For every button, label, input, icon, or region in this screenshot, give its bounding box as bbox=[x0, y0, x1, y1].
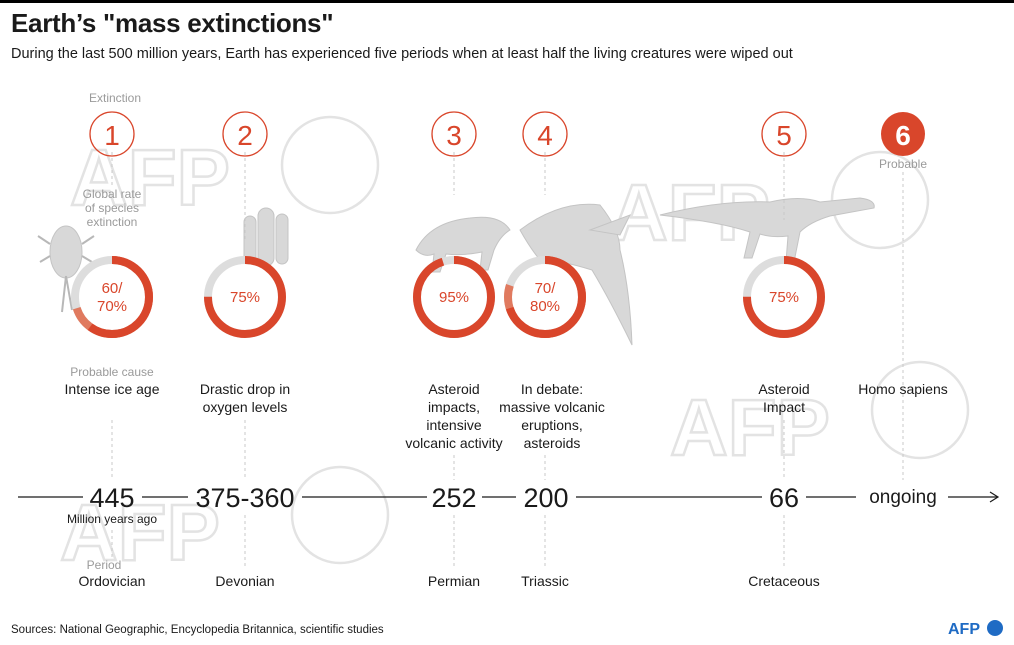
extinction-cause: Drastic drop in bbox=[200, 381, 290, 397]
extinction-cause: Intense ice age bbox=[65, 381, 160, 397]
rate-ring-arc bbox=[743, 256, 825, 338]
extinction-rate-value: 95% bbox=[439, 289, 469, 306]
extinction-events: 1 60/70% Intense ice age 445 Ordovician 2 75% D… bbox=[65, 111, 948, 589]
page-subtitle: During the last 500 million years, Earth… bbox=[11, 46, 793, 62]
extinction-number: 6 bbox=[895, 120, 911, 151]
extinction-number: 4 bbox=[537, 120, 553, 151]
rate-ring-arc bbox=[204, 256, 286, 338]
extinction-number-badge bbox=[761, 111, 807, 157]
extinction-rate-value: 70/ bbox=[535, 280, 557, 297]
page-title: Earth’s "mass extinctions" bbox=[11, 8, 334, 38]
extinction-date: 445 bbox=[89, 483, 134, 513]
extinction-event-4: 4 70/80% In debate: massive volcanic eruptio… bbox=[499, 111, 605, 589]
extinction-cause: asteroids bbox=[524, 435, 581, 451]
period-label: Period bbox=[87, 558, 122, 572]
extinction-rate-value: 75% bbox=[230, 289, 260, 306]
extinction-date: 200 bbox=[523, 483, 568, 513]
arrow-right-icon bbox=[989, 491, 1000, 503]
geologic-period: Cretaceous bbox=[748, 573, 820, 589]
extinction-cause: massive volcanic bbox=[499, 399, 605, 415]
dinosaur-icon bbox=[659, 197, 875, 263]
geologic-period: Triassic bbox=[521, 573, 569, 589]
extinction-rate-ring bbox=[504, 256, 586, 338]
watermark-text: AFP bbox=[670, 383, 830, 472]
extinction-date: 66 bbox=[769, 483, 799, 513]
extinction-rate-ring bbox=[204, 256, 286, 338]
extinction-rate-value: 75% bbox=[769, 289, 799, 306]
gorgonopsid-icon bbox=[415, 216, 511, 273]
watermark-text: AFP bbox=[60, 488, 220, 577]
afp-logo: AFP bbox=[948, 620, 1003, 638]
extinction-event-5: 5 75% Asteroid Impact 66 Cretaceous bbox=[743, 111, 825, 589]
afp-watermarks: AFP AFP AFP AFP bbox=[59, 115, 970, 578]
million-years-ago-label: Million years ago bbox=[67, 512, 157, 526]
watermark-circle bbox=[870, 360, 970, 460]
watermark-text: AFP bbox=[70, 133, 230, 222]
extinction-cause: eruptions, bbox=[521, 417, 582, 433]
extinction-cause: Asteroid bbox=[428, 381, 479, 397]
trilobite-icon bbox=[37, 225, 95, 313]
probable-cause-label: Probable cause bbox=[70, 365, 154, 379]
extinction-number: 5 bbox=[776, 120, 792, 151]
global-rate-label: of species bbox=[85, 201, 139, 215]
extinction-event-1: 1 60/70% Intense ice age 445 Ordovician bbox=[65, 111, 160, 589]
extinction-cause: oxygen levels bbox=[203, 399, 288, 415]
rate-ring-arc bbox=[413, 256, 495, 338]
extinction-number-badge bbox=[222, 111, 268, 157]
fossil-silhouettes bbox=[37, 197, 875, 346]
extinction-number: 3 bbox=[446, 120, 462, 151]
top-rule bbox=[0, 0, 1014, 3]
global-rate-label: Global rate bbox=[83, 187, 142, 201]
extinction-cause: Homo sapiens bbox=[858, 381, 948, 397]
extinction-label: Extinction bbox=[89, 91, 141, 105]
extinction-number: 2 bbox=[237, 120, 253, 151]
afp-logo-dot bbox=[987, 620, 1003, 636]
watermark-circle bbox=[290, 465, 390, 565]
extinction-rate-ring bbox=[743, 256, 825, 338]
extinction-cause: Impact bbox=[763, 399, 805, 415]
extinction-cause: Asteroid bbox=[758, 381, 809, 397]
extinction-number-badge bbox=[89, 111, 135, 157]
dashed-connectors bbox=[111, 152, 904, 568]
extinction-event-3: 3 95% Asteroid impacts, intensive volcanic ac… bbox=[405, 111, 503, 589]
extinction-date: 375-360 bbox=[195, 483, 294, 513]
extinction-cause: impacts, bbox=[428, 399, 480, 415]
extinction-event-6: 6 Homo sapiens ongoing bbox=[858, 112, 948, 508]
timeline-axis bbox=[18, 491, 1000, 503]
geologic-period: Devonian bbox=[215, 573, 274, 589]
geologic-period: Permian bbox=[428, 573, 480, 589]
extinction-number-badge bbox=[881, 112, 925, 156]
probable-label: Probable bbox=[879, 157, 927, 171]
extinction-cause: volcanic activity bbox=[405, 435, 502, 451]
extinction-event-2: 2 75% Drastic drop in oxygen levels 375-360 D… bbox=[195, 111, 295, 589]
extinction-rate-ring bbox=[71, 256, 153, 338]
crinoid-icon bbox=[243, 207, 289, 267]
afp-logo-text: AFP bbox=[948, 621, 980, 638]
extinction-cause: In debate: bbox=[521, 381, 583, 397]
global-rate-label: extinction bbox=[87, 215, 138, 229]
sources-note: Sources: National Geographic, Encycloped… bbox=[11, 624, 384, 636]
extinction-rate-value: 60/ bbox=[102, 280, 124, 297]
extinction-rate-value: 70% bbox=[97, 298, 127, 315]
rate-ring-arc bbox=[71, 256, 153, 338]
extinction-date: 252 bbox=[431, 483, 476, 513]
extinction-number: 1 bbox=[104, 120, 120, 151]
extinction-rate-ring bbox=[413, 256, 495, 338]
extinction-number-badge bbox=[431, 111, 477, 157]
extinction-cause: intensive bbox=[426, 417, 481, 433]
geologic-period: Ordovician bbox=[79, 573, 146, 589]
extinction-rate-value: 80% bbox=[530, 298, 560, 315]
rate-ring-arc bbox=[504, 256, 586, 338]
extinction-date: ongoing bbox=[869, 487, 937, 508]
extinction-number-badge bbox=[522, 111, 568, 157]
watermark-circle bbox=[830, 150, 930, 250]
watermark-circle bbox=[280, 115, 380, 215]
